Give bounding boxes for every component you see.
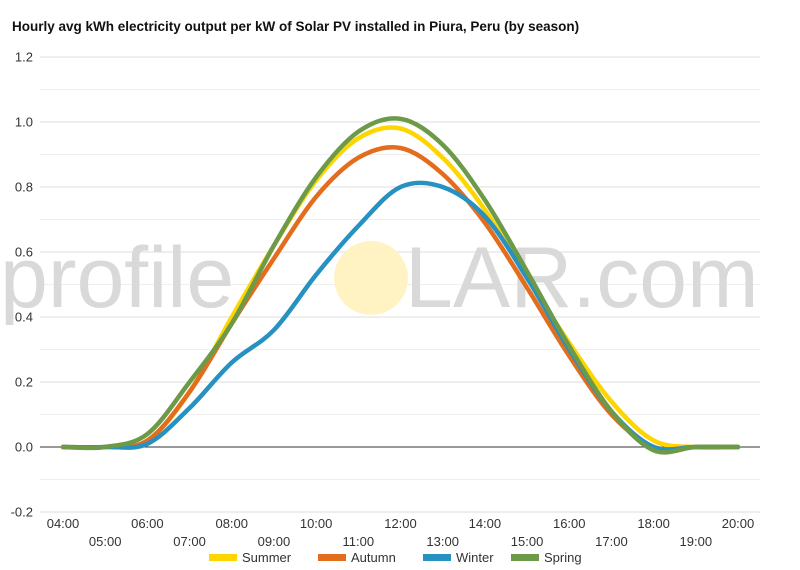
x-tick-label: 18:00 xyxy=(637,516,670,531)
watermark-text-left: profile xyxy=(0,230,234,326)
x-axis-ticks: 04:00 05:00 06:00 07:00 08:00 09:00 10:00 11:00… xyxy=(47,516,755,549)
series-line-spring xyxy=(60,116,741,455)
y-tick-label: 0.0 xyxy=(15,440,33,455)
watermark: profile LAR.com xyxy=(0,230,759,326)
x-tick-label: 04:00 xyxy=(47,516,80,531)
x-tick-label: 07:00 xyxy=(173,534,206,549)
y-tick-label: 0.2 xyxy=(15,375,33,390)
legend: Summer Autumn Winter Spring xyxy=(209,550,582,565)
legend-label-autumn: Autumn xyxy=(351,550,396,565)
x-tick-label: 09:00 xyxy=(258,534,291,549)
x-tick-label: 20:00 xyxy=(722,516,755,531)
x-tick-label: 10:00 xyxy=(300,516,333,531)
x-tick-label: 19:00 xyxy=(680,534,713,549)
x-tick-label: 15:00 xyxy=(511,534,544,549)
legend-label-winter: Winter xyxy=(456,550,494,565)
legend-swatch-summer xyxy=(209,554,237,561)
x-tick-label: 16:00 xyxy=(553,516,586,531)
y-tick-label: -0.2 xyxy=(11,505,33,520)
y-tick-label: 0.6 xyxy=(15,245,33,260)
grid-lines xyxy=(40,56,760,513)
legend-label-spring: Spring xyxy=(544,550,582,565)
y-tick-label: 1.0 xyxy=(15,115,33,130)
legend-label-summer: Summer xyxy=(242,550,292,565)
x-tick-label: 14:00 xyxy=(469,516,502,531)
x-tick-label: 11:00 xyxy=(343,534,375,549)
watermark-text-right: LAR.com xyxy=(405,230,759,326)
legend-swatch-spring xyxy=(511,554,539,561)
x-tick-label: 13:00 xyxy=(426,534,459,549)
x-tick-label: 17:00 xyxy=(595,534,628,549)
y-tick-label: 0.8 xyxy=(15,180,33,195)
y-tick-label: 1.2 xyxy=(15,50,33,65)
x-tick-label: 12:00 xyxy=(384,516,417,531)
legend-swatch-winter xyxy=(423,554,451,561)
y-tick-label: 0.4 xyxy=(15,310,33,325)
chart-title: Hourly avg kWh electricity output per kW… xyxy=(12,19,580,34)
x-tick-label: 08:00 xyxy=(215,516,248,531)
series-lines xyxy=(60,116,741,455)
x-tick-label: 05:00 xyxy=(89,534,122,549)
legend-swatch-autumn xyxy=(318,554,346,561)
watermark-sun xyxy=(334,241,408,315)
y-axis-ticks: -0.2 0.0 0.2 0.4 0.6 0.8 1.0 1.2 xyxy=(11,50,33,520)
x-tick-label: 06:00 xyxy=(131,516,164,531)
